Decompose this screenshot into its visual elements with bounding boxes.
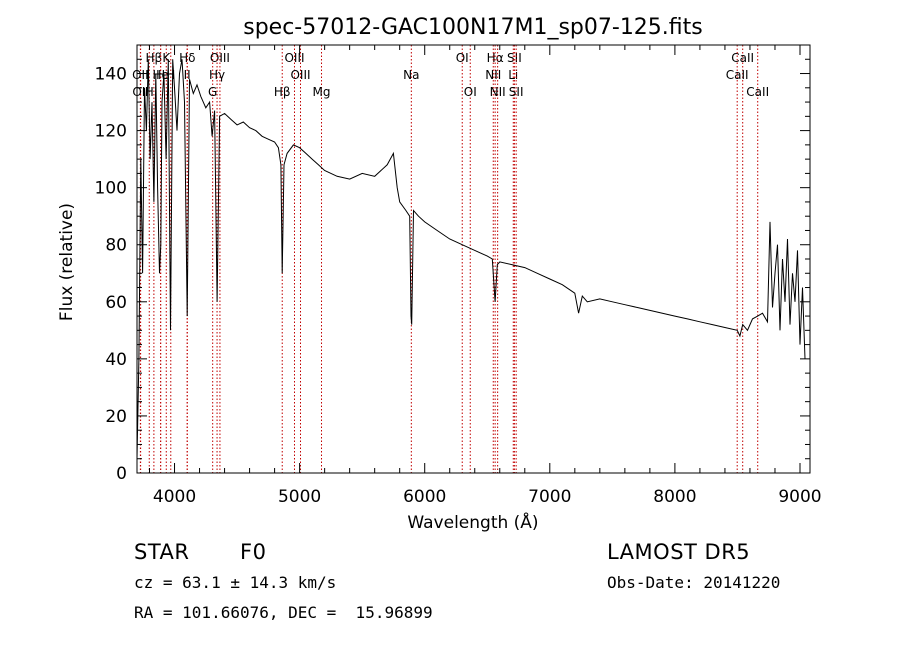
plot-frame bbox=[136, 44, 811, 474]
y-tick-label: 80 bbox=[105, 236, 127, 256]
y-tick-label: 100 bbox=[95, 179, 127, 199]
marker-label: G bbox=[208, 85, 217, 99]
marker-label: Hγ bbox=[209, 68, 225, 82]
x-tick-label: 8000 bbox=[653, 487, 696, 507]
marker-label: OI bbox=[456, 51, 469, 65]
star-class: STAR bbox=[134, 540, 190, 564]
y-tick-label: 0 bbox=[116, 464, 127, 484]
x-tick-label: 9000 bbox=[778, 487, 821, 507]
plot-series bbox=[136, 59, 806, 459]
marker-label: H bbox=[156, 68, 165, 82]
y-tick-label: 40 bbox=[105, 350, 127, 370]
marker-label: OI bbox=[464, 85, 477, 99]
marker-label: Hβ bbox=[146, 51, 163, 65]
marker-label: NII bbox=[490, 85, 506, 99]
x-axis-label: Wavelength (Å) bbox=[407, 511, 538, 533]
marker-label: Li bbox=[508, 68, 518, 82]
star-subclass: F0 bbox=[240, 540, 267, 564]
marker-label: OIII bbox=[290, 68, 310, 82]
marker-label: OII bbox=[132, 68, 149, 82]
marker-label: Hβ bbox=[274, 85, 291, 99]
marker-label: CaII bbox=[746, 85, 769, 99]
marker-label: CaII bbox=[731, 51, 754, 65]
marker-label: CaII bbox=[726, 68, 749, 82]
marker-label: SII bbox=[509, 85, 524, 99]
marker-label: He bbox=[152, 68, 168, 82]
marker-label: H bbox=[166, 68, 175, 82]
marker-label: K bbox=[162, 51, 171, 65]
y-axis-label: Flux (relative) bbox=[57, 203, 77, 321]
marker-label: II bbox=[184, 68, 191, 82]
axis-ticks: 4000 5000 6000 7000 8000 9000 0 20 40 60 80 100 120 1… bbox=[95, 45, 822, 507]
observation-date: Obs-Date: 20141220 bbox=[607, 573, 781, 592]
survey-name: LAMOST DR5 bbox=[607, 540, 751, 564]
y-tick-label: 140 bbox=[95, 65, 127, 85]
marker-label: Mg bbox=[313, 85, 331, 99]
marker-label: Hδ bbox=[179, 51, 195, 65]
marker-label: Na bbox=[403, 68, 419, 82]
x-tick-label: 6000 bbox=[403, 487, 446, 507]
coordinates: RA = 101.66076, DEC = 15.96899 bbox=[134, 603, 433, 622]
redshift-velocity: cz = 63.1 ± 14.3 km/s bbox=[134, 573, 337, 592]
y-tick-label: 120 bbox=[95, 122, 127, 142]
y-tick-label: 60 bbox=[105, 293, 127, 313]
y-tick-label: 20 bbox=[105, 407, 127, 427]
x-tick-label: 7000 bbox=[528, 487, 571, 507]
spectrum-line bbox=[136, 59, 806, 459]
x-tick-label: 4000 bbox=[153, 487, 196, 507]
marker-label: OIII bbox=[284, 51, 304, 65]
chart-title: spec-57012-GAC100N17M1_sp07-125.fits bbox=[243, 15, 703, 40]
marker-label: Hα bbox=[487, 51, 504, 65]
marker-label: OIII bbox=[210, 51, 230, 65]
marker-label: SII bbox=[507, 51, 522, 65]
marker-label: NII bbox=[485, 68, 501, 82]
x-tick-label: 5000 bbox=[278, 487, 321, 507]
